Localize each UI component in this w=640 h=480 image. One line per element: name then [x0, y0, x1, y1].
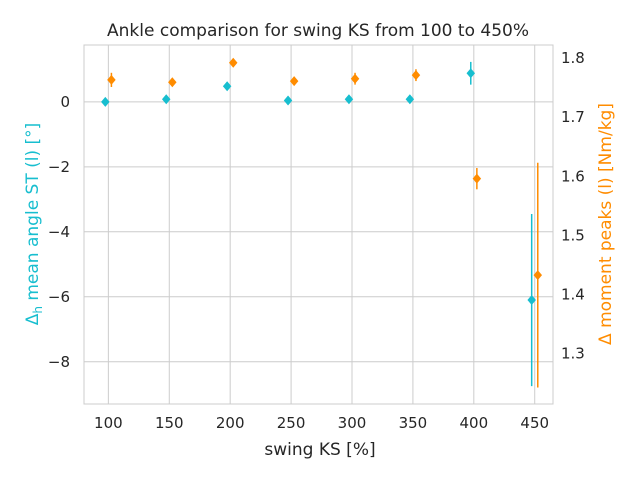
- data-marks: [101, 57, 543, 388]
- y-tick-label-right: 1.8: [561, 49, 585, 67]
- y-tick-label-right: 1.5: [561, 226, 585, 244]
- y-tick-label-right: 1.7: [561, 108, 585, 126]
- data-point-left: [101, 96, 110, 107]
- x-ticks: 100 150 200 250 300 350 400 450: [94, 414, 549, 432]
- y-tick-label-right: 1.3: [561, 345, 585, 363]
- data-point-right: [533, 270, 543, 281]
- x-tick-label: 450: [520, 414, 549, 432]
- data-point-left: [344, 94, 354, 105]
- data-point-right: [411, 70, 421, 81]
- y-tick-label-left: −6: [48, 288, 70, 306]
- data-point-right: [107, 74, 116, 85]
- data-point-left: [161, 94, 171, 105]
- x-tick-label: 400: [459, 414, 488, 432]
- y-tick-label-right: 1.4: [561, 286, 585, 304]
- x-tick-label: 350: [399, 414, 428, 432]
- data-point-left: [527, 295, 536, 306]
- x-tick-label: 250: [277, 414, 306, 432]
- x-tick-label: 200: [216, 414, 245, 432]
- y-tick-label-left: −8: [48, 353, 70, 371]
- data-point-right: [350, 73, 360, 84]
- data-point-left: [222, 81, 232, 92]
- y-tick-label-left: 0: [60, 93, 70, 111]
- data-point-left: [405, 94, 415, 105]
- x-tick-label: 100: [94, 414, 123, 432]
- x-tick-label: 150: [155, 414, 184, 432]
- data-point-right: [472, 173, 482, 184]
- y-axis-title-left-prefix: Δ: [23, 313, 43, 325]
- grid: [84, 45, 553, 404]
- data-point-right: [228, 57, 238, 68]
- x-tick-label: 300: [338, 414, 367, 432]
- y-axis-title-left: Δh mean angle ST (l) [°]: [23, 123, 45, 326]
- y-ticks-right: 1.3 1.4 1.5 1.6 1.7 1.8: [561, 49, 585, 363]
- y-tick-label-left: −4: [48, 223, 70, 241]
- y-axis-title-left-suffix: mean angle ST (l) [°]: [23, 123, 43, 306]
- y-tick-label-left: −2: [48, 158, 70, 176]
- data-point-left: [283, 95, 293, 106]
- data-point-right: [289, 76, 299, 87]
- y-ticks-left: 0 −2 −4 −6 −8: [48, 93, 70, 371]
- data-point-right: [168, 77, 177, 88]
- chart-title: Ankle comparison for swing KS from 100 t…: [107, 21, 529, 41]
- data-point-left: [466, 68, 476, 79]
- plot-area: [83, 44, 554, 405]
- y-tick-label-right: 1.6: [561, 167, 585, 185]
- y-axis-title-left-subscript: h: [31, 306, 45, 314]
- x-axis-title: swing KS [%]: [264, 440, 375, 460]
- y-axis-title-right: Δ moment peaks (l) [Nm/kg]: [596, 103, 616, 345]
